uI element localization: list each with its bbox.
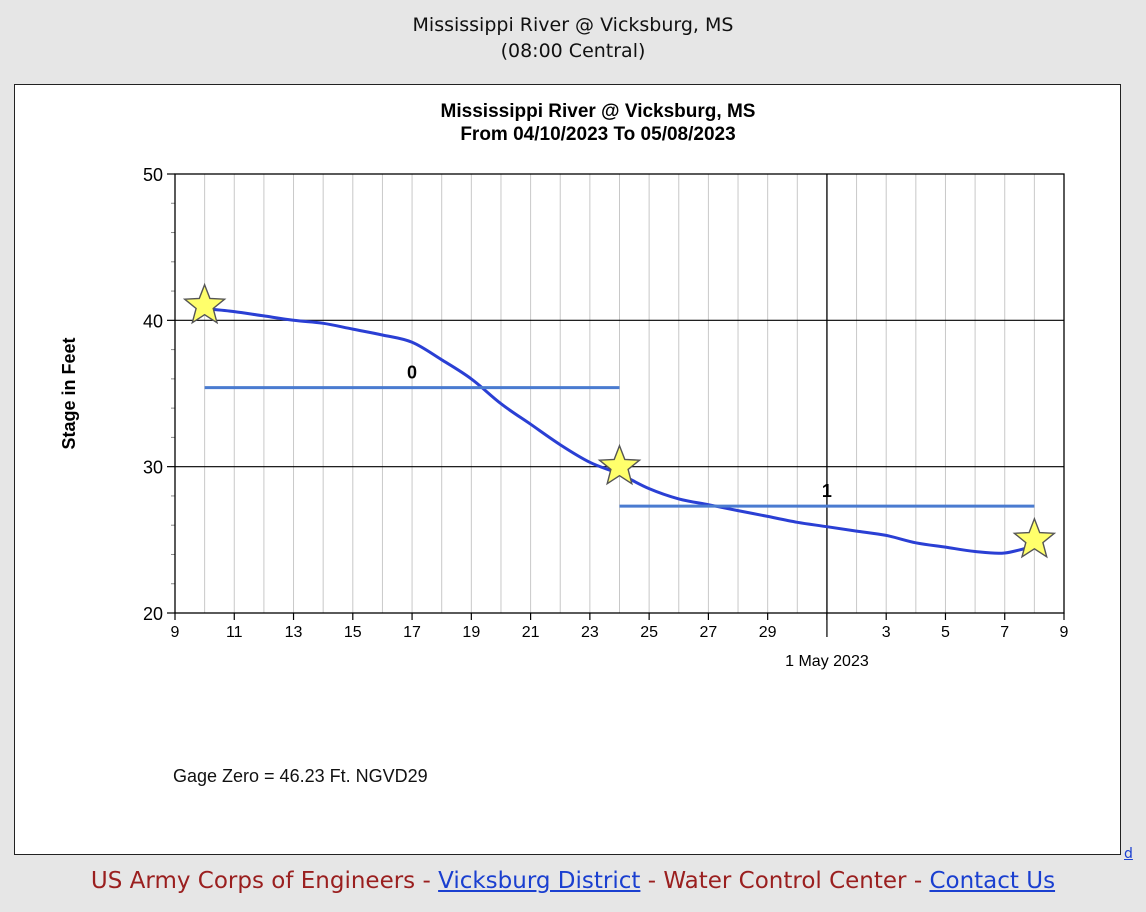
chart-subtitle: From 04/10/2023 To 05/08/2023 — [460, 124, 735, 145]
month-label: 1 May 2023 — [785, 653, 869, 670]
y-tick-label: 20 — [143, 604, 163, 624]
x-tick-label: 27 — [700, 624, 718, 641]
mean-line-label: 0 — [407, 363, 417, 383]
x-tick-label: 9 — [1060, 624, 1069, 641]
x-tick-label: 23 — [581, 624, 599, 641]
vicksburg-district-link[interactable]: Vicksburg District — [438, 868, 641, 894]
x-tick-label: 17 — [403, 624, 421, 641]
x-tick-label: 29 — [759, 624, 777, 641]
x-tick-label: 19 — [462, 624, 480, 641]
page-header: Mississippi River @ Vicksburg, MS (08:00… — [0, 0, 1146, 64]
footer: US Army Corps of Engineers - Vicksburg D… — [0, 868, 1146, 894]
footer-separator: - — [640, 868, 664, 894]
footer-center: Water Control Center — [663, 868, 907, 894]
contact-us-link[interactable]: Contact Us — [929, 868, 1056, 894]
chart-title: Mississippi River @ Vicksburg, MS — [441, 101, 756, 122]
gage-zero-note: Gage Zero = 46.23 Ft. NGVD29 — [173, 766, 428, 786]
y-tick-label: 40 — [143, 311, 163, 331]
page-subtitle: (08:00 Central) — [500, 40, 646, 62]
footer-separator: - — [906, 868, 930, 894]
chart-frame: Mississippi River @ Vicksburg, MS From 04… — [14, 84, 1121, 855]
x-tick-label: 13 — [285, 624, 303, 641]
x-tick-label: 15 — [344, 624, 362, 641]
mean-line-label: 1 — [822, 481, 832, 501]
footer-org: US Army Corps of Engineers — [90, 868, 416, 894]
x-tick-label: 25 — [640, 624, 658, 641]
x-tick-label: 7 — [1000, 624, 1009, 641]
x-tick-label: 5 — [941, 624, 950, 641]
y-axis-label: Stage in Feet — [59, 337, 79, 449]
y-tick-label: 50 — [143, 165, 163, 185]
x-tick-label: 3 — [882, 624, 891, 641]
x-tick-label: 11 — [226, 624, 243, 641]
corner-link[interactable]: d — [1124, 846, 1133, 862]
star-marker — [182, 282, 227, 325]
y-tick-label: 30 — [143, 458, 163, 478]
x-tick-label: 21 — [522, 624, 540, 641]
footer-separator: - — [415, 868, 439, 894]
page-title: Mississippi River @ Vicksburg, MS — [412, 14, 734, 36]
star-marker — [597, 443, 642, 486]
star-marker — [1012, 516, 1057, 559]
plot-area-border — [174, 173, 1065, 614]
x-tick-label: 9 — [171, 624, 180, 641]
